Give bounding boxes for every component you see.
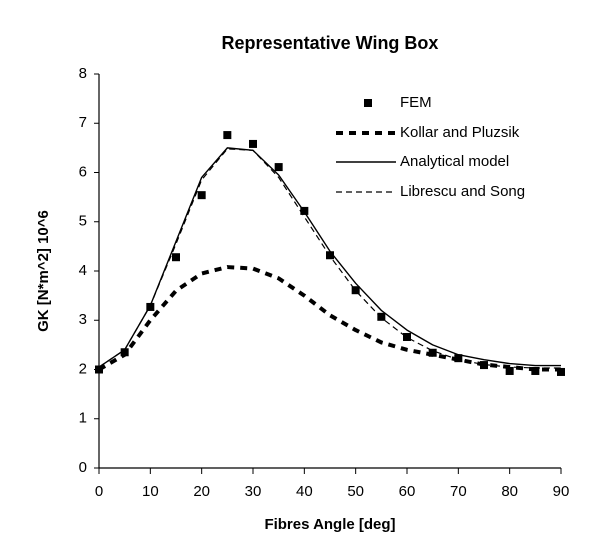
x-tick-label: 20 (193, 483, 210, 500)
marker (377, 312, 386, 321)
marker (403, 332, 411, 341)
x-tick-label: 60 (399, 483, 416, 500)
marker (197, 191, 206, 200)
x-tick-label: 10 (142, 483, 159, 500)
x-tick-label: 50 (347, 483, 364, 500)
chart-title: Representative Wing Box (222, 33, 439, 53)
legend-label: FEM (400, 94, 432, 111)
y-tick-label: 0 (79, 459, 87, 476)
marker (505, 366, 514, 375)
y-tick-label: 8 (79, 65, 87, 82)
x-tick-label: 30 (245, 483, 262, 500)
y-axis-title: GK [N*m^2] 10^6 (35, 210, 52, 332)
y-tick-label: 2 (79, 360, 87, 377)
marker (351, 286, 360, 295)
series-line (98, 147, 561, 368)
legend-marker (364, 99, 372, 107)
x-tick-label: 40 (296, 483, 313, 500)
marker (557, 367, 565, 376)
marker (223, 131, 232, 140)
y-tick-label: 6 (79, 163, 87, 180)
legend-label: Librescu and Song (400, 183, 525, 200)
y-tick-label: 3 (79, 311, 87, 328)
x-tick-label: 80 (501, 483, 518, 500)
x-tick-label: 0 (95, 483, 103, 500)
x-tick-label: 70 (450, 483, 467, 500)
x-tick-label: 90 (553, 483, 570, 500)
series-line (98, 265, 561, 372)
marker (249, 139, 257, 148)
marker (274, 163, 283, 172)
y-tick-label: 7 (79, 114, 87, 131)
series-line (98, 148, 561, 369)
legend-label: Kollar and Pluzsik (400, 124, 520, 141)
y-tick-label: 4 (79, 262, 87, 279)
marker (146, 302, 155, 311)
x-axis-title: Fibres Angle [deg] (264, 516, 395, 533)
legend-label: Analytical model (400, 153, 509, 170)
y-tick-label: 5 (79, 213, 87, 230)
y-tick-label: 1 (79, 410, 87, 427)
marker (172, 253, 180, 262)
